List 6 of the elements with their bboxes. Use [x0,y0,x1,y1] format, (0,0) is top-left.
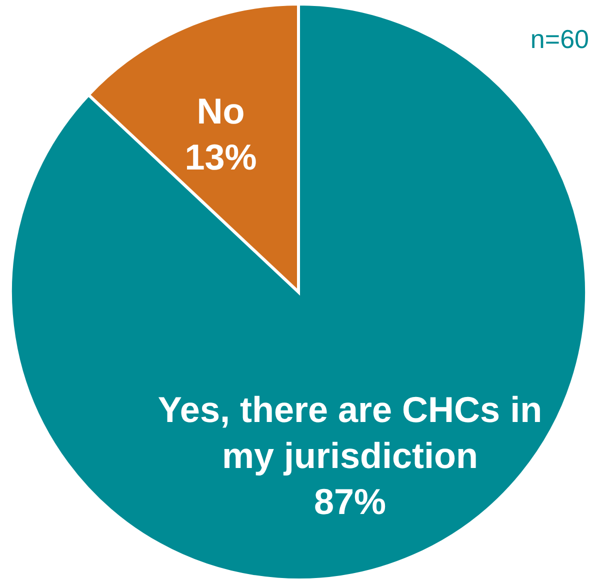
slice-label: Yes, there are CHCs in my jurisdiction [158,388,542,476]
text: n=60 [530,24,589,54]
data-label: 87% [314,480,386,522]
slice-label: No [196,90,245,132]
data-label: 13% [184,136,257,178]
pie-slice [9,2,588,582]
